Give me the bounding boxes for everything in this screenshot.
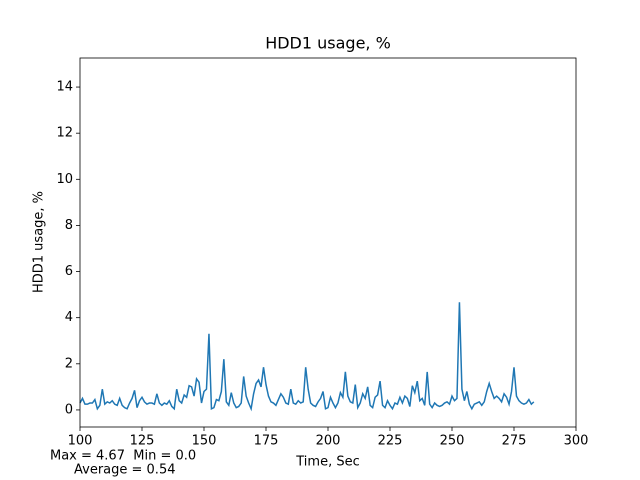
y-tick-label: 4 (65, 310, 73, 325)
x-tick-label: 100 (68, 434, 93, 449)
y-tick-label: 14 (56, 80, 73, 95)
y-axis-label: HDD1 usage, % (32, 191, 47, 293)
y-tick-label: 10 (56, 172, 73, 187)
y-tick-label: 8 (65, 218, 73, 233)
y-tick-label: 6 (65, 264, 73, 279)
x-tick-label: 225 (378, 434, 403, 449)
line-series (79, 302, 535, 412)
x-tick-label: 300 (564, 434, 589, 449)
x-tick-label: 175 (254, 434, 279, 449)
chart-title: HDD1 usage, % (265, 34, 391, 53)
x-tick-label: 275 (502, 434, 527, 449)
x-tick-label: 200 (316, 434, 341, 449)
annotation: Max = 4.67 Min = 0.0 (50, 449, 196, 464)
y-tick-label: 0 (65, 402, 73, 417)
y-tick-label: 2 (65, 356, 73, 371)
plot-frame (79, 57, 577, 428)
x-tick-label: 125 (130, 434, 155, 449)
y-tick-label: 12 (56, 126, 73, 141)
annotation: Average = 0.54 (74, 463, 176, 478)
x-tick-label: 150 (192, 434, 217, 449)
x-tick-label: 250 (440, 434, 465, 449)
x-axis-label: Time, Sec (295, 455, 359, 470)
